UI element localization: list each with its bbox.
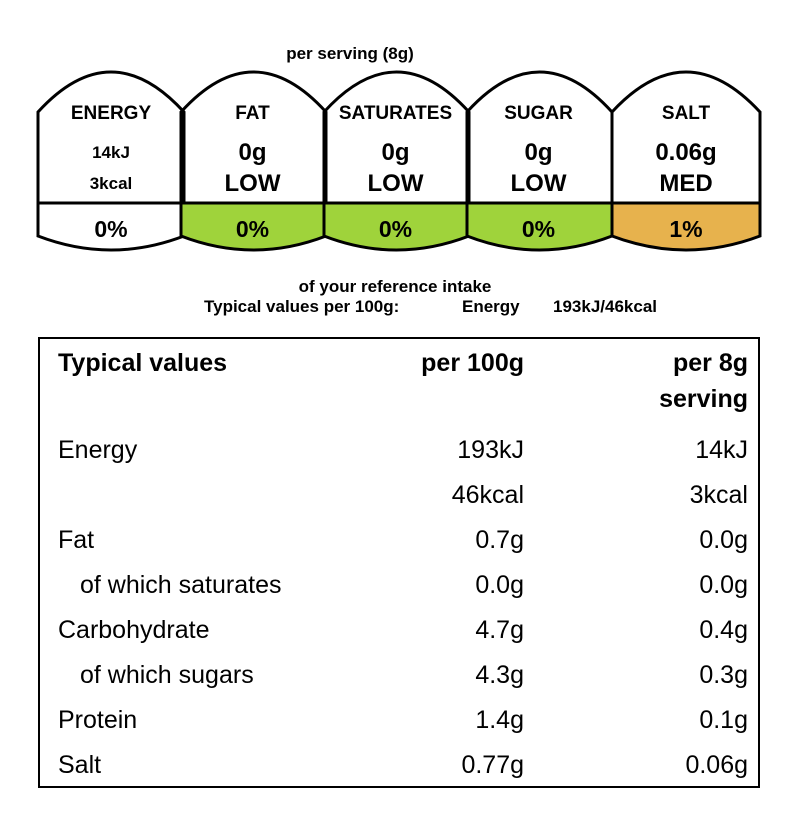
table-row-energy-kcal: 46kcal 3kcal <box>40 473 758 518</box>
gda-shape-energy <box>36 70 186 252</box>
gda-percent-fill <box>612 203 760 250</box>
row-value-serving: 0.0g <box>699 571 748 599</box>
gda-shape-salt <box>610 70 762 252</box>
front-of-pack-label <box>36 70 762 252</box>
per-serving-label: per serving (8g) <box>286 44 414 63</box>
row-value-per100: 193kJ <box>457 436 524 464</box>
row-value-per100: 4.7g <box>475 616 524 644</box>
row-label: of which sugars <box>80 661 254 689</box>
nutrition-table: Typical values per 100g per 8g serving E… <box>38 337 760 788</box>
row-value-serving: 0.3g <box>699 661 748 689</box>
row-value-serving: 14kJ <box>695 436 748 464</box>
reference-intake-label: of your reference intake <box>298 277 492 296</box>
row-value-serving: 0.1g <box>699 706 748 734</box>
row-value-per100: 0.77g <box>461 751 524 779</box>
header-per-serving-line2: serving <box>659 385 748 413</box>
gda-percent-fill <box>324 203 469 250</box>
header-per-100g: per 100g <box>421 349 524 377</box>
row-value-per100: 0.7g <box>475 526 524 554</box>
gda-cell-level: MED <box>659 170 713 197</box>
gda-cell-name: ENERGY <box>70 103 152 124</box>
typical-energy-value: 193kJ/46kcal <box>553 297 657 316</box>
gda-cell-value: 0g <box>381 139 410 166</box>
gda-percent-fill <box>38 203 184 250</box>
gda-cell-value-secondary: 3kcal <box>89 174 133 193</box>
gda-cell-percent: 0% <box>521 216 556 242</box>
header-typical-values: Typical values <box>58 349 228 377</box>
gda-cell-level: LOW <box>224 170 281 197</box>
gda-percent-fill <box>467 203 612 250</box>
table-row-sugars: of which sugars 4.3g 0.3g <box>40 653 758 698</box>
gda-shape-fat <box>179 70 328 252</box>
row-value-per100: 1.4g <box>475 706 524 734</box>
typical-energy-label: Energy <box>462 297 520 316</box>
row-label: Salt <box>58 751 102 779</box>
row-value-per100: 0.0g <box>475 571 524 599</box>
gda-outline <box>36 70 186 252</box>
gda-percent-fill <box>181 203 326 250</box>
gda-cell-name: SATURATES <box>338 103 453 124</box>
table-row-energy-kj: Energy 193kJ 14kJ <box>40 428 758 473</box>
gda-cell-level: LOW <box>510 170 567 197</box>
table-row-salt: Salt 0.77g 0.06g <box>40 743 758 788</box>
row-value-per100: 4.3g <box>475 661 524 689</box>
row-value-serving: 3kcal <box>689 481 748 509</box>
row-value-serving: 0.0g <box>699 526 748 554</box>
gda-cell-value: 0.06g <box>655 139 717 166</box>
row-label: of which saturates <box>80 571 282 599</box>
gda-cell-name: SUGAR <box>504 103 573 124</box>
row-label: Energy <box>58 436 138 464</box>
gda-cell-percent: 0% <box>235 216 270 242</box>
gda-cell-percent: 1% <box>669 216 703 242</box>
row-value-serving: 0.06g <box>685 751 748 779</box>
table-row-carbohydrate: Carbohydrate 4.7g 0.4g <box>40 608 758 653</box>
gda-outline <box>610 70 762 252</box>
row-value-per100: 46kcal <box>451 481 524 509</box>
row-label: Protein <box>58 706 138 734</box>
row-value-serving: 0.4g <box>699 616 748 644</box>
gda-cell-name: SALT <box>661 103 711 124</box>
row-label: Carbohydrate <box>58 616 210 644</box>
gda-cell-value: 0g <box>238 139 267 166</box>
gda-cell-percent: 0% <box>378 216 413 242</box>
gda-cell-level: LOW <box>367 170 424 197</box>
table-row-fat: Fat 0.7g 0.0g <box>40 518 758 563</box>
gda-cell-value: 14kJ <box>92 143 130 162</box>
row-label: Fat <box>58 526 95 554</box>
gda-cell-value: 0g <box>524 139 553 166</box>
gda-cell-name: FAT <box>235 103 270 124</box>
table-row-saturates: of which saturates 0.0g 0.0g <box>40 563 758 608</box>
typical-values-label: Typical values per 100g: <box>204 297 400 316</box>
table-row-protein: Protein 1.4g 0.1g <box>40 698 758 743</box>
gda-cell-percent: 0% <box>94 216 128 242</box>
header-per-serving: per 8g <box>672 349 748 377</box>
